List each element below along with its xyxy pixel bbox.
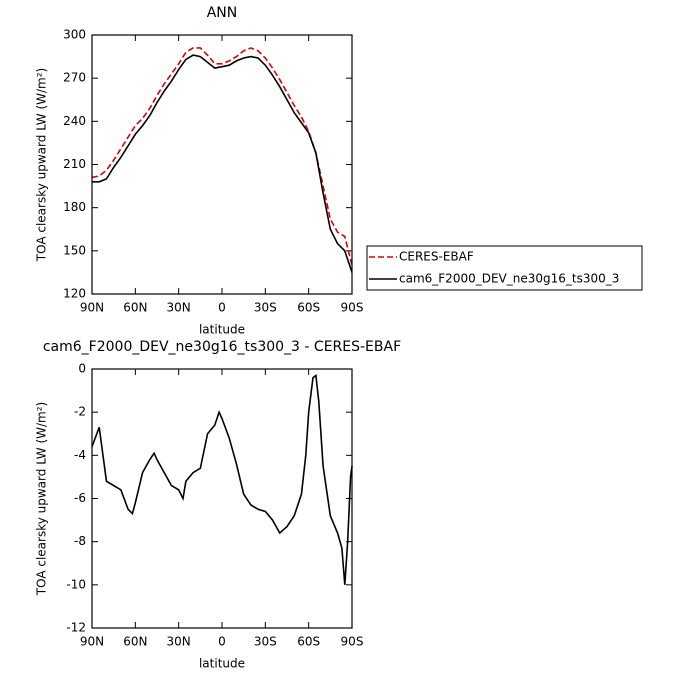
legend-label: CERES-EBAF (399, 250, 474, 264)
y-tick-label: -12 (66, 621, 86, 635)
y-tick-label: 300 (63, 28, 86, 42)
y-tick-label: -4 (74, 448, 86, 462)
x-tick-label: 60S (297, 635, 320, 649)
legend: CERES-EBAF cam6_F2000_DEV_ne30g16_ts300_3 (366, 245, 643, 291)
y-tick-label: -8 (74, 534, 86, 548)
y-tick-label: -10 (66, 577, 86, 591)
x-tick-label: 60N (123, 301, 147, 315)
y-tick-label: 240 (63, 114, 86, 128)
y-tick-label: 270 (63, 71, 86, 85)
x-tick-label: 0 (218, 635, 226, 649)
chart-title: ANN (207, 5, 238, 21)
legend-box (366, 245, 643, 291)
chart-title: cam6_F2000_DEV_ne30g16_ts300_3 - CERES-E… (43, 339, 401, 355)
y-axis-label: TOA clearsky upward LW (W/m²) (35, 402, 49, 596)
x-tick-label: 60S (297, 301, 320, 315)
x-tick-label: 30S (254, 301, 277, 315)
y-tick-label: 180 (63, 200, 86, 214)
y-tick-label: 210 (63, 157, 86, 171)
x-tick-label: 90S (341, 301, 364, 315)
y-tick-label: 150 (63, 243, 86, 257)
y-tick-label: 0 (78, 362, 86, 376)
x-tick-label: 60N (123, 635, 147, 649)
y-tick-label: -6 (74, 491, 86, 505)
legend-label: cam6_F2000_DEV_ne30g16_ts300_3 (399, 272, 619, 286)
x-axis-label: latitude (199, 323, 245, 337)
data-line (91, 47, 353, 266)
x-tick-label: 0 (218, 301, 226, 315)
plot-frame (91, 368, 353, 629)
x-tick-label: 90N (80, 301, 104, 315)
y-tick-label: -2 (74, 405, 86, 419)
x-axis-label: latitude (199, 657, 245, 671)
x-tick-label: 30N (167, 301, 191, 315)
y-axis-label: TOA clearsky upward LW (W/m²) (35, 68, 49, 262)
panel: ANN latitude TOA clearsky upward LW (W/m²)… (35, 5, 643, 337)
data-line (91, 374, 353, 585)
x-tick-label: 90S (341, 635, 364, 649)
x-tick-label: 90N (80, 635, 104, 649)
data-line (92, 54, 353, 273)
panel: cam6_F2000_DEV_ne30g16_ts300_3 - CERES-E… (35, 339, 402, 671)
x-tick-label: 30S (254, 635, 277, 649)
plot-frame (91, 34, 353, 295)
x-tick-label: 30N (167, 635, 191, 649)
y-tick-label: 120 (63, 287, 86, 301)
